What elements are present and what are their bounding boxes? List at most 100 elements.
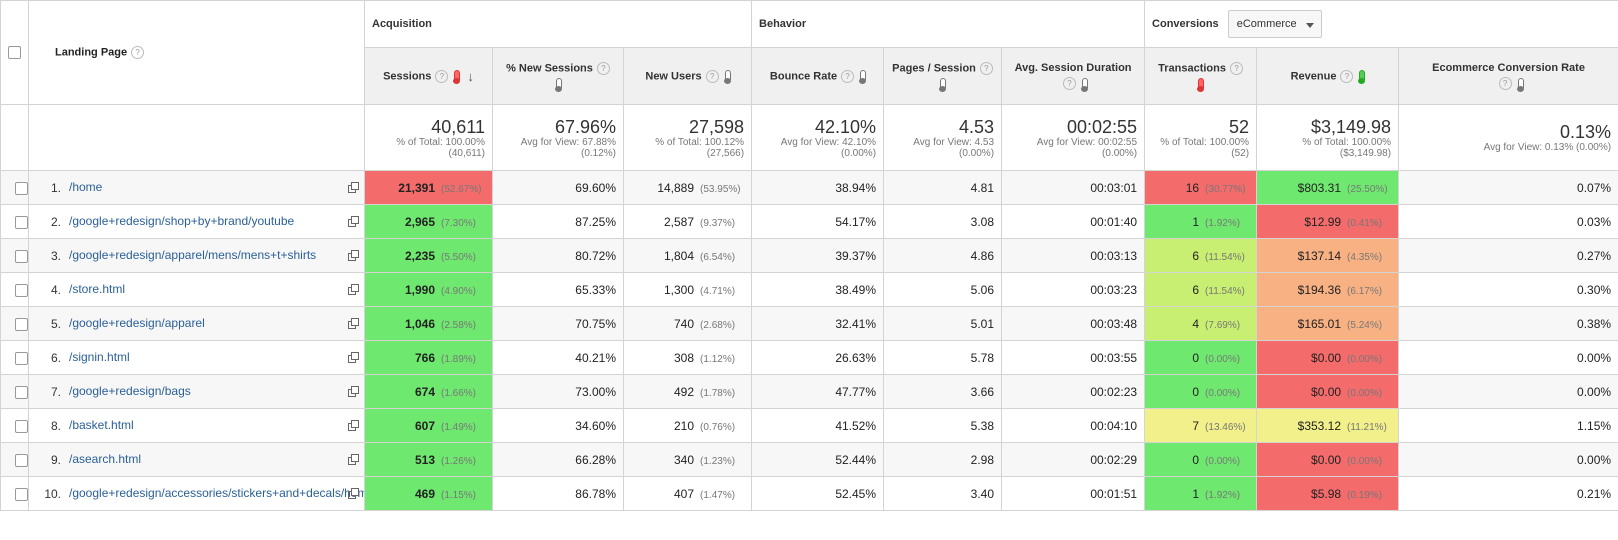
open-in-new-window-icon[interactable] — [348, 453, 359, 465]
revenue-cell: $165.01 (5.24%) — [1256, 306, 1400, 341]
help-icon[interactable]: ? — [841, 69, 855, 83]
pages-session-cell: 3.66 — [883, 374, 1003, 409]
landing-page-link[interactable]: /home — [69, 180, 103, 194]
transactions-value: 1 — [1192, 486, 1200, 501]
total-sub: (0.12%) — [580, 147, 616, 159]
help-icon[interactable]: ? — [596, 61, 610, 75]
new-users-cell: 308 (1.12%) — [622, 340, 753, 375]
landing-page-link[interactable]: /google+redesign/accessories/stickers+an… — [69, 486, 365, 500]
total-sub: (52) — [1231, 147, 1250, 159]
row-checkbox[interactable] — [15, 283, 28, 297]
landing-page-link[interactable]: /asearch.html — [69, 452, 142, 466]
open-in-new-window-icon[interactable] — [348, 317, 359, 329]
transactions-cell: 6 (11.54%) — [1144, 238, 1258, 273]
landing-page-link[interactable]: /store.html — [69, 282, 126, 296]
open-in-new-window-icon[interactable] — [348, 487, 359, 499]
landing-page-cell: 10. /google+redesign/accessories/sticker… — [28, 476, 365, 511]
sort-descending-icon[interactable]: ↓ — [467, 68, 474, 84]
thermometer-icon[interactable] — [1516, 77, 1524, 92]
conversion-rate-cell: 1.15% — [1398, 408, 1618, 443]
landing-page-link[interactable]: /google+redesign/shop+by+brand/youtube — [69, 214, 295, 228]
revenue-cell: $353.12 (11.21%) — [1256, 408, 1400, 443]
landing-page-header[interactable]: Landing Page? — [28, 0, 365, 105]
thermometer-icon[interactable] — [859, 70, 867, 84]
new-users-percent: (0.76%) — [700, 421, 736, 433]
avg-duration-cell: 00:02:29 — [1001, 442, 1146, 477]
help-icon[interactable]: ? — [705, 69, 719, 83]
landing-page-link[interactable]: /basket.html — [69, 418, 134, 432]
sessions-column-header[interactable]: Sessions? ↓ — [364, 47, 493, 105]
thermometer-icon[interactable] — [453, 70, 461, 84]
landing-page-link[interactable]: /google+redesign/apparel/mens/mens+t+shi… — [69, 248, 317, 262]
landing-page-link[interactable]: /google+redesign/bags — [69, 384, 191, 398]
landing-page-cell: 1. /home — [28, 170, 365, 205]
landing-page-link[interactable]: /signin.html — [69, 350, 130, 364]
landing-page-cell: 2. /google+redesign/shop+by+brand/youtub… — [28, 204, 365, 239]
help-icon[interactable]: ? — [1229, 61, 1243, 75]
avg-duration-column-header[interactable]: Avg. Session Duration ? — [1001, 47, 1146, 105]
new-sessions-cell: 86.78% — [492, 476, 624, 511]
bounce-rate-column-header[interactable]: Bounce Rate? — [751, 47, 885, 105]
open-in-new-window-icon[interactable] — [348, 181, 359, 193]
revenue-column-header[interactable]: Revenue? — [1256, 47, 1400, 105]
row-select-cell — [0, 170, 29, 205]
new-sessions-cell: 73.00% — [492, 374, 624, 409]
revenue-cell: $803.31 (25.50%) — [1256, 170, 1400, 205]
new-users-value: 492 — [674, 384, 695, 399]
thermometer-icon[interactable] — [723, 70, 731, 84]
table-row: 4. /store.html 1,990 (4.90%) 65.33% 1,300… — [0, 272, 1618, 307]
total-value: 0.13% — [1560, 122, 1612, 142]
total-sub: ($3,149.98) — [1339, 147, 1392, 159]
open-in-new-window-icon[interactable] — [348, 419, 359, 431]
row-checkbox[interactable] — [15, 351, 28, 365]
revenue-percent: (0.41%) — [1347, 217, 1383, 229]
thermometer-icon[interactable] — [1197, 78, 1205, 93]
total-sessions: 40,611% of Total: 100.00% (40,611) — [364, 104, 493, 171]
row-checkbox[interactable] — [15, 181, 28, 195]
row-checkbox[interactable] — [15, 249, 28, 263]
new-sessions-cell: 65.33% — [492, 272, 624, 307]
thermometer-icon[interactable] — [1358, 70, 1366, 84]
new-users-column-header[interactable]: New Users? — [622, 47, 753, 105]
revenue-cell: $0.00 (0.00%) — [1256, 374, 1400, 409]
new-sessions-column-header[interactable]: % New Sessions? — [492, 47, 624, 105]
revenue-cell: $0.00 (0.00%) — [1256, 442, 1400, 477]
pages-session-column-header[interactable]: Pages / Session? — [883, 47, 1003, 105]
avg-duration-cell: 00:01:51 — [1001, 476, 1146, 511]
help-icon[interactable]: ? — [979, 61, 993, 75]
thermometer-icon[interactable] — [1081, 77, 1089, 92]
thermometer-icon[interactable] — [554, 78, 562, 93]
help-icon[interactable]: ? — [1340, 69, 1354, 83]
help-icon[interactable]: ? — [1063, 77, 1077, 90]
row-checkbox[interactable] — [15, 215, 28, 229]
conversion-rate-column-header[interactable]: Ecommerce Conversion Rate ? — [1398, 47, 1618, 105]
open-in-new-window-icon[interactable] — [348, 283, 359, 295]
help-icon[interactable]: ? — [435, 69, 449, 83]
row-checkbox[interactable] — [15, 317, 28, 331]
column-label: Avg. Session Duration — [1014, 62, 1132, 74]
row-rank: 3. — [50, 248, 61, 263]
total-value: 52 — [1229, 116, 1250, 137]
row-checkbox[interactable] — [15, 385, 28, 399]
row-checkbox[interactable] — [15, 487, 28, 501]
thermometer-icon[interactable] — [939, 78, 947, 93]
row-select-cell — [0, 238, 29, 273]
revenue-value: $5.98 — [1311, 486, 1342, 501]
help-icon[interactable]: ? — [131, 46, 145, 59]
select-all-checkbox[interactable] — [8, 45, 21, 59]
open-in-new-window-icon[interactable] — [348, 215, 359, 227]
sessions-percent: (4.90%) — [441, 285, 477, 297]
new-sessions-cell: 34.60% — [492, 408, 624, 443]
new-users-percent: (2.68%) — [700, 319, 736, 331]
landing-page-link[interactable]: /google+redesign/apparel — [69, 316, 205, 330]
help-icon[interactable]: ? — [1498, 77, 1512, 90]
open-in-new-window-icon[interactable] — [348, 249, 359, 261]
row-checkbox[interactable] — [15, 419, 28, 433]
row-checkbox[interactable] — [15, 453, 28, 467]
transactions-percent: (30.77%) — [1205, 183, 1246, 195]
transactions-column-header[interactable]: Transactions? — [1144, 47, 1258, 105]
sessions-percent: (2.58%) — [441, 319, 477, 331]
open-in-new-window-icon[interactable] — [348, 351, 359, 363]
conversions-type-dropdown[interactable]: eCommerce — [1227, 10, 1322, 38]
open-in-new-window-icon[interactable] — [348, 385, 359, 397]
